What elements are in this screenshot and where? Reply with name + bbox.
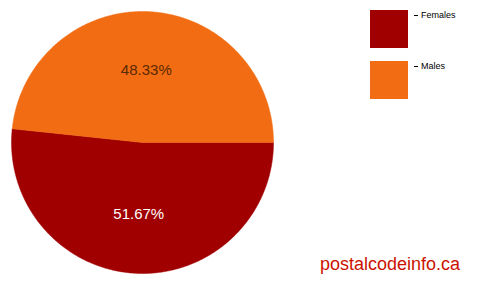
html-text:Females: Females [421, 10, 456, 20]
svg-text:48.33%: 48.33% [121, 61, 172, 78]
html-text:Males: Males [421, 61, 445, 71]
svg-text:51.67%: 51.67% [113, 205, 164, 222]
html-text:postalcodeinfo.ca: postalcodeinfo.ca [320, 254, 461, 274]
